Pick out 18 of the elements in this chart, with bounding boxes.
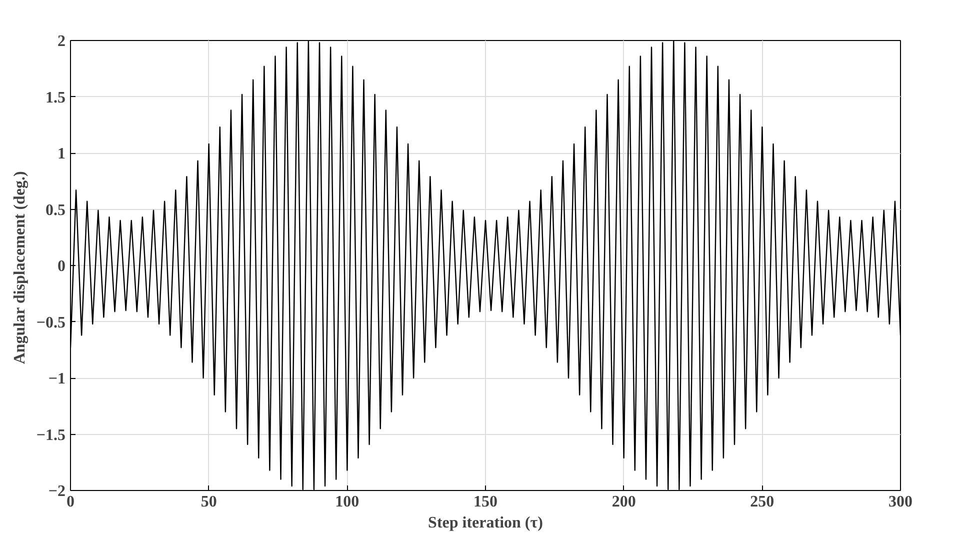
x-tick-label: 100 (335, 494, 360, 510)
y-tick-label: 0 (58, 258, 66, 275)
y-tick-label: −1 (48, 370, 66, 388)
line-series (70, 40, 900, 490)
y-tick-label: 2 (58, 33, 66, 50)
x-tick-label: 250 (750, 494, 774, 510)
y-tick-label: 1 (58, 146, 66, 162)
y-tick-label: −1.5 (36, 426, 66, 444)
x-tick-label: 300 (888, 494, 912, 510)
y-tick-label: 0.5 (46, 202, 66, 219)
y-tick-label: −2 (48, 483, 66, 500)
x-tick-label: 200 (612, 494, 636, 510)
y-tick-label: 1.5 (46, 89, 66, 106)
y-axis-title: Angular displacement (deg.) (11, 171, 28, 364)
y-tick-label: −0.5 (36, 314, 66, 332)
x-axis-title: Step iteration (τ) (428, 514, 543, 532)
x-tick-label: 50 (200, 494, 217, 510)
x-tick-label: 150 (474, 494, 498, 510)
